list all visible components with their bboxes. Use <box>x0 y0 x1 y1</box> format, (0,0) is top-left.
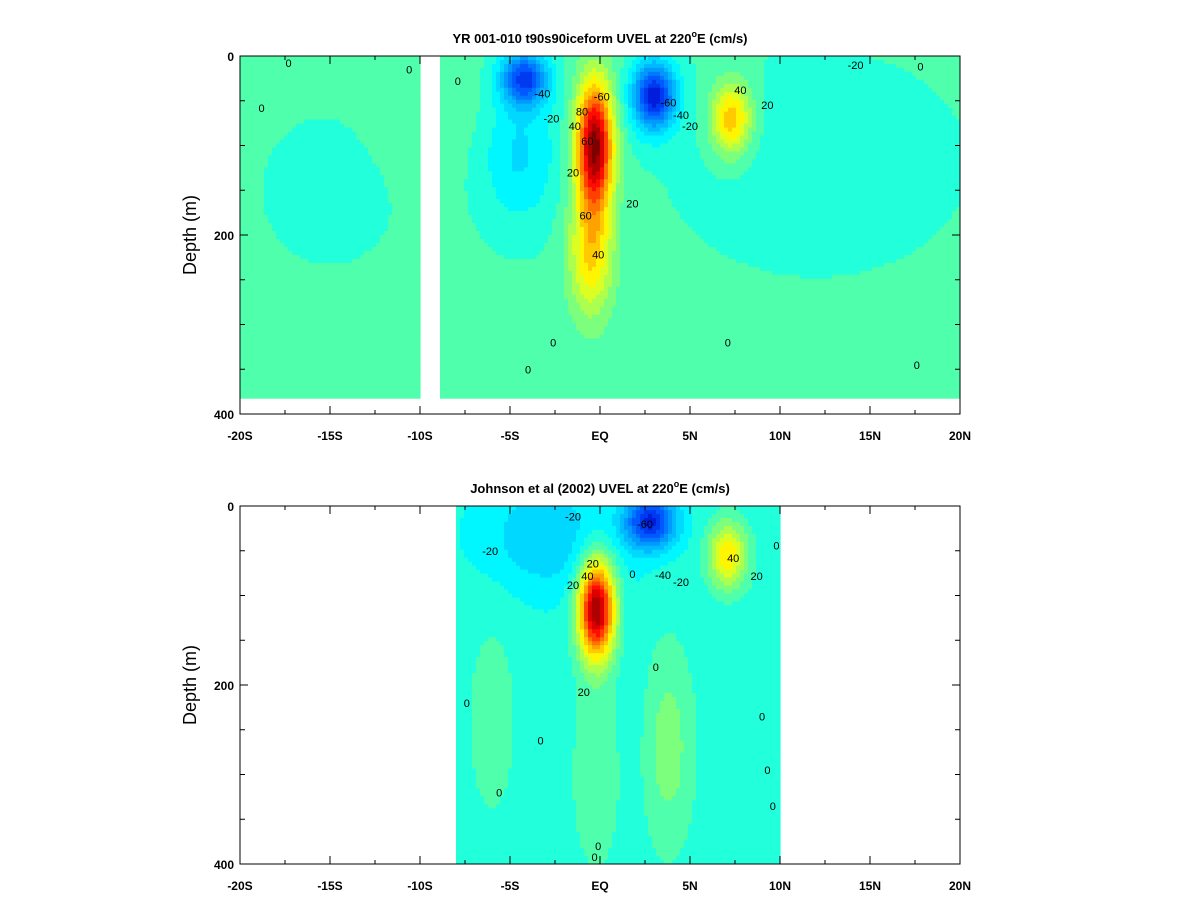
top-plot-area: 0000-40-20-6080402060604020-60-40-204020… <box>214 50 971 443</box>
bottom-y-tick-label: 400 <box>214 858 234 872</box>
top-contour-label: 0 <box>259 103 265 115</box>
top-contour-labels: 0000-40-20-6080402060604020-60-40-204020… <box>259 58 924 376</box>
bottom-contour-label: -20 <box>482 546 498 558</box>
bottom-contour-label: -60 <box>637 519 653 531</box>
bottom-y-tick-label: 0 <box>227 500 234 514</box>
top-contour-label: 0 <box>550 337 556 349</box>
bottom-contour-label: 20 <box>578 687 590 699</box>
bottom-contour-label: 0 <box>773 540 779 552</box>
bottom-x-tick-label: 15N <box>859 879 881 893</box>
top-contour-label: -20 <box>848 60 864 72</box>
top-x-tick-label: 10N <box>769 429 791 443</box>
top-contour-label: 0 <box>525 364 531 376</box>
bottom-contour-label: 0 <box>653 662 659 674</box>
top-contour-label: -60 <box>660 98 676 110</box>
top-x-tick-label: 15N <box>859 429 881 443</box>
top-x-tick-label: -15S <box>317 429 342 443</box>
top-x-tick-label: -10S <box>407 429 432 443</box>
bottom-contour-label: -40 <box>655 570 671 582</box>
top-y-tick-label: 400 <box>214 408 234 422</box>
top-x-tick-label: 5N <box>682 429 697 443</box>
top-contour-label: -60 <box>594 91 610 103</box>
top-contour-label: 40 <box>734 85 746 97</box>
top-velocity-field <box>240 56 960 399</box>
bottom-x-tick-label: 5N <box>682 879 697 893</box>
bottom-panel: Johnson et al (2002) UVEL at 220oE (cm/s… <box>180 479 971 893</box>
bottom-contour-label: 0 <box>464 698 470 710</box>
top-contour-label: 40 <box>592 250 604 262</box>
top-panel: YR 001-010 t90s90iceform UVEL at 220oE (… <box>180 29 971 443</box>
top-contour-label: -20 <box>543 114 559 126</box>
top-panel-title: YR 001-010 t90s90iceform UVEL at 220oE (… <box>452 29 747 46</box>
top-contour-label: 0 <box>406 64 412 76</box>
top-x-tick-label: 20N <box>949 429 971 443</box>
bottom-contour-label: 40 <box>727 553 739 565</box>
top-contour-label: 60 <box>579 210 591 222</box>
top-contour-label: 20 <box>567 167 579 179</box>
top-contour-label: 60 <box>581 136 593 148</box>
top-contour-label: 20 <box>761 100 773 112</box>
top-x-tick-label: EQ <box>591 429 608 443</box>
bottom-velocity-field <box>456 506 781 864</box>
top-contour-label: -40 <box>534 89 550 101</box>
top-x-tick-label: -20S <box>227 429 252 443</box>
bottom-contour-label: 0 <box>629 569 635 581</box>
bottom-contour-label: 0 <box>759 711 765 723</box>
bottom-x-tick-label: -15S <box>317 879 342 893</box>
bottom-contour-label: 0 <box>770 801 776 813</box>
bottom-x-tick-label: -5S <box>501 879 520 893</box>
top-contour-label: 20 <box>626 199 638 211</box>
top-contour-label: -20 <box>682 121 698 133</box>
bottom-y-tick-label: 200 <box>214 679 234 693</box>
top-y-tick-label: 200 <box>214 229 234 243</box>
bottom-x-tick-label: -10S <box>407 879 432 893</box>
top-x-tick-label: -5S <box>501 429 520 443</box>
bottom-x-tick-label: EQ <box>591 879 608 893</box>
top-contour-label: 0 <box>455 76 461 88</box>
top-contour-label: 0 <box>914 360 920 372</box>
bottom-contour-label: 40 <box>581 571 593 583</box>
bottom-contour-label: 0 <box>538 736 544 748</box>
top-y-tick-label: 0 <box>227 50 234 64</box>
bottom-contour-label: 20 <box>567 580 579 592</box>
bottom-contour-label: 20 <box>587 558 599 570</box>
bottom-x-tick-label: -20S <box>227 879 252 893</box>
top-contour-label: 0 <box>286 58 292 70</box>
top-contour-label: 40 <box>569 121 581 133</box>
bottom-contour-label: 20 <box>750 571 762 583</box>
top-contour-label: 80 <box>576 107 588 119</box>
bottom-contour-label: 0 <box>595 841 601 853</box>
top-contour-label: -40 <box>673 110 689 122</box>
bottom-y-axis-label: Depth (m) <box>180 645 200 725</box>
bottom-contour-label: 0 <box>764 765 770 777</box>
bottom-x-tick-label: 10N <box>769 879 791 893</box>
bottom-contour-label: 0 <box>592 852 598 864</box>
bottom-contour-label: -20 <box>565 512 581 524</box>
bottom-panel-title: Johnson et al (2002) UVEL at 220oE (cm/s… <box>470 479 730 496</box>
bottom-contour-label: 0 <box>496 787 502 799</box>
bottom-contour-label: -20 <box>673 577 689 589</box>
top-contour-label: 0 <box>917 62 923 74</box>
top-contour-label: 0 <box>725 337 731 349</box>
bottom-x-tick-label: 20N <box>949 879 971 893</box>
top-y-axis-label: Depth (m) <box>180 195 200 275</box>
